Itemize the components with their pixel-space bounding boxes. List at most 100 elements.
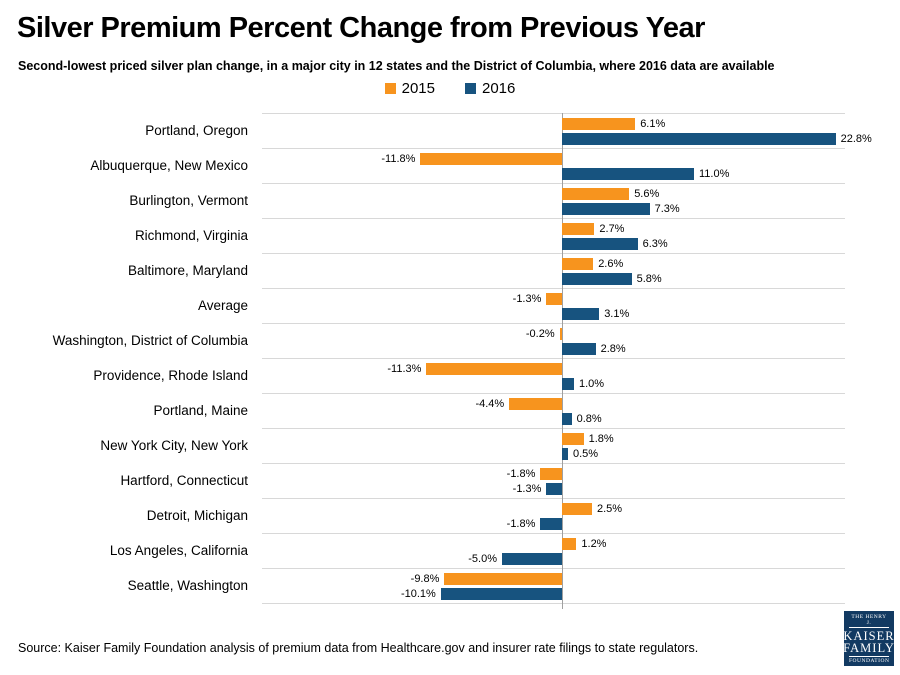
bar-2015 — [562, 503, 592, 515]
legend-item-2016: 2016 — [465, 80, 515, 97]
category-label: Los Angeles, California — [109, 543, 248, 558]
category-label: Portland, Maine — [153, 403, 248, 418]
value-label-2015: 2.7% — [599, 223, 625, 235]
logo-line-henry: THE HENRY J. — [849, 613, 889, 628]
value-label-2015: 1.8% — [588, 433, 614, 445]
category-label: Providence, Rhode Island — [93, 368, 248, 383]
value-label-2015: -0.2% — [525, 328, 555, 340]
bar-2015 — [559, 328, 562, 340]
bar-2016 — [502, 553, 562, 565]
value-label-2016: 1.0% — [579, 378, 605, 390]
value-label-2015: 2.5% — [597, 503, 623, 515]
row-separator — [262, 533, 845, 534]
legend: 2015 2016 — [0, 80, 900, 97]
bar-2016 — [562, 203, 650, 215]
value-label-2015: -4.4% — [475, 398, 505, 410]
value-label-2015: -11.3% — [387, 363, 422, 375]
bar-2016 — [562, 238, 638, 250]
value-label-2016: -1.8% — [506, 518, 536, 530]
legend-item-2015: 2015 — [384, 80, 435, 97]
zero-axis-line — [561, 113, 563, 609]
row-separator — [262, 288, 845, 289]
row-separator — [262, 393, 845, 394]
value-label-2016: 22.8% — [840, 133, 872, 145]
value-label-2016: 6.3% — [642, 238, 668, 250]
bar-2016 — [546, 483, 562, 495]
bar-2016 — [562, 308, 600, 320]
plot-area: 6.1% 22.8% -11.8% 11.0% 5.6% 7.3% 2.7% 6.3% 2.6%… — [262, 113, 872, 609]
bar-2015 — [444, 573, 562, 585]
category-labels-column: Portland, Oregon Albuquerque, New Mexico B… — [0, 113, 248, 603]
row-separator — [262, 603, 845, 604]
row-separator — [262, 218, 845, 219]
bar-chart: Portland, Oregon Albuquerque, New Mexico B… — [0, 113, 900, 609]
row-separator — [262, 498, 845, 499]
page-subtitle: Second-lowest priced silver plan change,… — [18, 59, 775, 73]
bar-2016 — [562, 378, 574, 390]
row-separator — [262, 323, 845, 324]
category-label: Portland, Oregon — [145, 123, 248, 138]
row-separator — [262, 183, 845, 184]
bar-2015 — [562, 188, 630, 200]
logo-line-kaiser: KAISER — [843, 628, 895, 643]
value-label-2016: 2.8% — [600, 343, 626, 355]
value-label-2015: -9.8% — [410, 573, 440, 585]
source-note: Source: Kaiser Family Foundation analysi… — [18, 641, 699, 655]
logo-line-foundation: FOUNDATION — [849, 655, 890, 664]
category-label: Hartford, Connecticut — [120, 473, 248, 488]
value-label-2015: -1.8% — [506, 468, 536, 480]
bar-2016 — [562, 448, 568, 460]
value-label-2016: 5.8% — [636, 273, 662, 285]
bar-2015 — [562, 538, 577, 550]
bar-2016 — [540, 518, 562, 530]
bar-2015 — [562, 118, 636, 130]
value-label-2016: 3.1% — [604, 308, 630, 320]
value-label-2015: 6.1% — [640, 118, 666, 130]
value-label-2016: 7.3% — [654, 203, 680, 215]
row-separator — [262, 428, 845, 429]
bar-2015 — [420, 153, 562, 165]
value-label-2016: -1.3% — [512, 483, 542, 495]
value-label-2015: -1.3% — [512, 293, 542, 305]
bar-2016 — [562, 133, 836, 145]
legend-swatch-2016 — [465, 83, 476, 94]
bar-2015 — [562, 258, 594, 270]
category-label: Seattle, Washington — [127, 578, 248, 593]
value-label-2015: 1.2% — [581, 538, 607, 550]
category-label: Average — [197, 298, 248, 313]
value-label-2016: -5.0% — [468, 553, 497, 565]
value-label-2015: 2.6% — [598, 258, 624, 270]
bar-2015 — [562, 433, 584, 445]
bar-2015 — [509, 398, 562, 410]
bar-2015 — [426, 363, 562, 375]
row-separator — [262, 568, 845, 569]
value-label-2016: 0.8% — [576, 413, 602, 425]
category-label: Richmond, Virginia — [134, 228, 248, 243]
row-separator — [262, 463, 845, 464]
legend-label: 2016 — [482, 80, 516, 97]
value-label-2015: -11.8% — [381, 153, 416, 165]
kaiser-family-foundation-logo: THE HENRY J. KAISER FAMILY FOUNDATION — [843, 611, 895, 666]
legend-swatch-2015 — [384, 83, 396, 94]
row-separator — [262, 113, 845, 114]
value-label-2016: -10.1% — [400, 588, 436, 600]
category-label: Albuquerque, New Mexico — [90, 158, 248, 173]
category-label: Washington, District of Columbia — [52, 333, 248, 348]
bar-2016 — [562, 168, 694, 180]
value-label-2015: 5.6% — [634, 188, 660, 200]
page-title: Silver Premium Percent Change from Previ… — [17, 12, 705, 44]
bar-2015 — [546, 293, 562, 305]
category-label: New York City, New York — [100, 438, 248, 453]
bar-2016 — [440, 588, 562, 600]
bar-2016 — [562, 273, 632, 285]
bar-2016 — [562, 413, 572, 425]
row-separator — [262, 148, 845, 149]
row-separator — [262, 253, 845, 254]
legend-label: 2015 — [401, 80, 435, 97]
bar-2015 — [540, 468, 562, 480]
bar-2015 — [562, 223, 595, 235]
value-label-2016: 11.0% — [699, 168, 730, 180]
logo-line-family: FAMILY — [843, 640, 895, 655]
category-label: Burlington, Vermont — [129, 193, 248, 208]
